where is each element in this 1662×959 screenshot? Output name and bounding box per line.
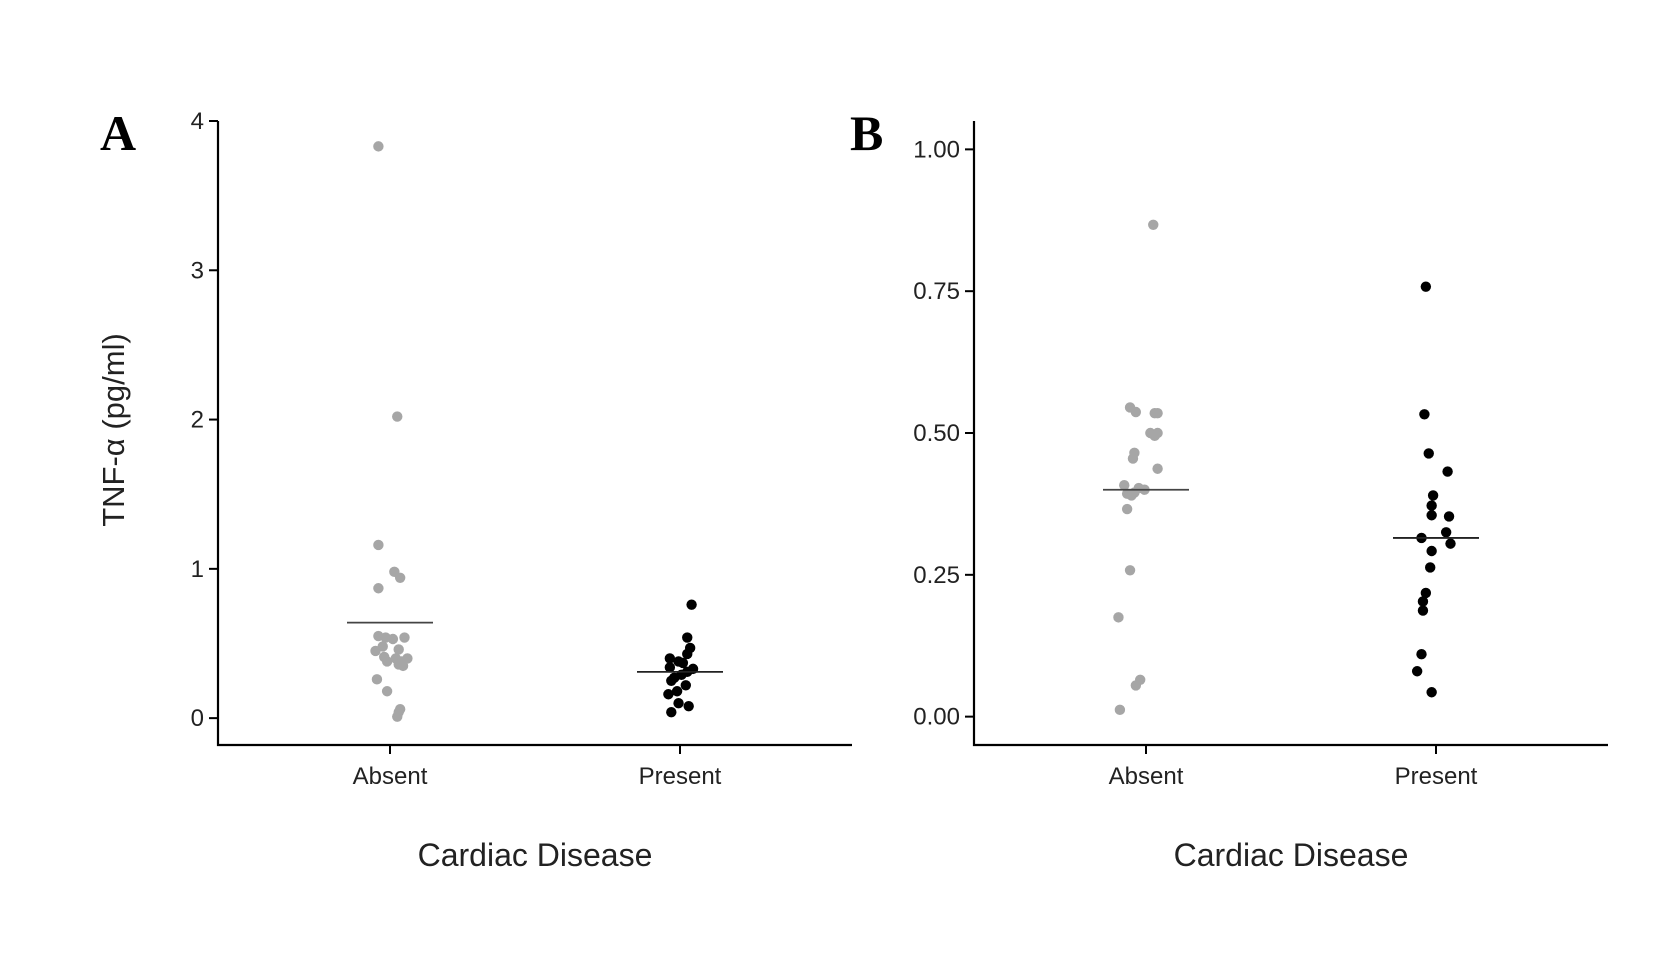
panel-b-x-axis-label: Cardiac Disease: [1174, 837, 1409, 873]
data-point-present: [1426, 500, 1437, 511]
panel-b-letter: B: [850, 105, 883, 161]
data-point-present: [673, 698, 684, 709]
data-point-absent: [387, 633, 399, 645]
data-point-present: [1425, 562, 1436, 573]
x-tick-label: Present: [639, 763, 722, 790]
data-point-absent: [373, 539, 384, 551]
y-tick-label: 4: [191, 108, 204, 135]
data-point-absent: [1152, 463, 1163, 474]
data-point-present: [1427, 490, 1439, 501]
data-point-absent: [1149, 430, 1160, 442]
data-point-present: [1417, 605, 1429, 616]
x-tick-label: Absent: [353, 763, 428, 790]
data-point-absent: [381, 686, 393, 697]
data-point-absent: [381, 656, 393, 667]
data-point-absent: [1114, 704, 1126, 716]
data-point-absent: [399, 632, 410, 643]
data-point-absent: [392, 711, 403, 722]
data-point-present: [1417, 596, 1429, 607]
y-tick-label: 0.25: [913, 562, 960, 589]
data-point-absent: [1148, 219, 1159, 231]
data-point-present: [677, 657, 689, 669]
y-tick-label: 2: [191, 407, 204, 434]
data-point-absent: [393, 644, 404, 655]
x-tick-label: Absent: [1109, 763, 1184, 790]
data-point-absent: [1124, 565, 1136, 576]
data-point-present: [686, 599, 697, 610]
data-point-present: [1419, 409, 1430, 420]
data-point-present: [1420, 587, 1432, 599]
data-point-absent: [1113, 612, 1124, 623]
data-point-present: [1420, 281, 1432, 292]
data-point-present: [683, 700, 694, 712]
data-point-absent: [1152, 407, 1163, 419]
y-tick-label: 3: [191, 257, 204, 284]
data-point-present: [664, 653, 676, 664]
data-point-absent: [371, 674, 383, 685]
data-point-absent: [373, 583, 384, 594]
x-tick-label: Present: [1395, 763, 1478, 790]
panel-a-y-ticks: 0 1 2 3 4: [191, 108, 218, 732]
panel-b-points: [1113, 219, 1456, 716]
data-point-absent: [1121, 503, 1133, 515]
data-point-present: [682, 632, 693, 643]
data-point-present: [1426, 510, 1437, 521]
data-point-present: [1443, 511, 1455, 522]
data-point-present: [666, 706, 677, 718]
panel-b-axes: [972, 121, 1608, 747]
y-tick-label: 0.00: [913, 704, 960, 731]
data-point-absent: [1127, 453, 1139, 464]
panel-b-y-ticks: 0.00 0.25 0.50 0.75 1.00: [913, 136, 974, 731]
y-tick-label: 0: [191, 705, 204, 732]
data-point-present: [671, 686, 683, 697]
data-point-present: [682, 648, 693, 660]
data-point-present: [1442, 466, 1453, 477]
panel-b-medians: [1103, 488, 1479, 539]
panel-a-y-axis-label: TNF-α (pg/ml): [96, 333, 131, 527]
data-point-present: [1445, 538, 1456, 549]
data-point-present: [1426, 545, 1437, 557]
data-point-present: [1416, 649, 1427, 660]
data-point-absent: [1126, 490, 1137, 501]
data-point-present: [666, 675, 677, 687]
data-point-absent: [370, 645, 381, 657]
panel-a-x-axis-label: Cardiac Disease: [418, 837, 653, 873]
data-point-present: [680, 680, 691, 691]
panel-a-letter: A: [100, 105, 136, 161]
panel-a-points: [370, 141, 699, 722]
data-point-absent: [397, 660, 409, 672]
data-point-present: [1440, 527, 1452, 538]
panel-b-x-ticks: Absent Present: [1109, 745, 1478, 790]
y-tick-label: 1.00: [913, 136, 960, 163]
data-point-absent: [394, 572, 406, 584]
data-point-present: [1423, 448, 1434, 459]
data-point-absent: [392, 411, 403, 422]
data-point-present: [664, 662, 676, 673]
data-point-absent: [1130, 406, 1142, 418]
panel-a-medians: [347, 621, 723, 673]
data-point-absent: [1119, 479, 1130, 491]
panel-b: B 0.00 0.25 0.50 0.75 1.00 Absent Present Car…: [850, 105, 1608, 873]
panel-a-axes: [216, 121, 852, 747]
panel-a: A TNF-α (pg/ml) 0 1 2 3 4 Absent Present Card…: [96, 105, 852, 873]
data-point-present: [1411, 666, 1423, 677]
data-point-present: [1426, 687, 1437, 698]
data-point-absent: [1130, 680, 1142, 691]
panel-a-x-ticks: Absent Present: [353, 745, 722, 790]
y-tick-label: 1: [191, 556, 204, 583]
y-tick-label: 0.75: [913, 278, 960, 305]
data-point-absent: [373, 141, 384, 152]
data-point-present: [663, 689, 674, 700]
y-tick-label: 0.50: [913, 420, 960, 447]
